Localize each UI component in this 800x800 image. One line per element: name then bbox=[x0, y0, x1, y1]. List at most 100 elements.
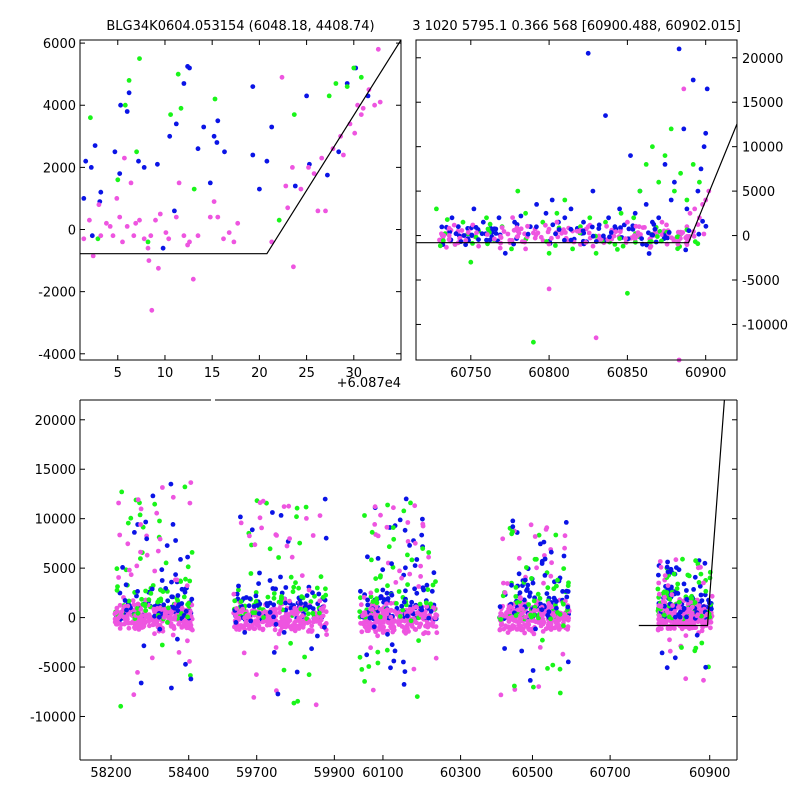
magenta-point bbox=[520, 606, 525, 612]
blue-point bbox=[476, 237, 481, 243]
blue-point bbox=[672, 179, 677, 185]
magenta-point bbox=[675, 229, 681, 235]
blue-point bbox=[222, 149, 227, 155]
magenta-point bbox=[291, 264, 296, 270]
green-point bbox=[185, 614, 191, 620]
blue-point bbox=[234, 591, 240, 597]
magenta-point bbox=[138, 549, 143, 555]
blue-point bbox=[134, 593, 139, 599]
x-tick-label: 60900 bbox=[685, 366, 726, 381]
magenta-point bbox=[381, 627, 386, 633]
blue-point bbox=[256, 581, 261, 586]
green-point bbox=[293, 580, 298, 586]
magenta-point bbox=[412, 503, 418, 509]
blue-point bbox=[267, 578, 273, 583]
magenta-point bbox=[236, 617, 242, 622]
green-point bbox=[374, 600, 380, 606]
magenta-point bbox=[115, 616, 121, 621]
green-point bbox=[667, 596, 673, 602]
blue-point bbox=[195, 146, 201, 152]
green-point bbox=[181, 594, 187, 600]
green-point bbox=[232, 598, 238, 604]
green-point bbox=[145, 239, 151, 245]
green-point bbox=[143, 608, 149, 613]
blue-point bbox=[264, 601, 270, 606]
magenta-point bbox=[692, 206, 698, 212]
magenta-point bbox=[117, 214, 123, 220]
blue-point bbox=[336, 149, 342, 155]
magenta-point bbox=[708, 619, 714, 625]
data-points bbox=[434, 46, 712, 363]
blue-point bbox=[257, 186, 262, 192]
blue-point bbox=[385, 596, 391, 601]
green-point bbox=[684, 197, 690, 203]
blue-point bbox=[403, 588, 408, 594]
magenta-point bbox=[470, 222, 476, 228]
magenta-point bbox=[117, 626, 123, 631]
blue-point bbox=[143, 519, 149, 525]
magenta-point bbox=[117, 532, 123, 538]
magenta-point bbox=[421, 631, 426, 637]
green-point bbox=[593, 250, 599, 256]
magenta-point bbox=[403, 630, 409, 636]
blue-point bbox=[322, 624, 327, 630]
blue-point bbox=[388, 665, 393, 671]
model-line bbox=[416, 122, 737, 244]
magenta-point bbox=[463, 237, 469, 243]
magenta-point bbox=[391, 505, 396, 511]
magenta-point bbox=[534, 565, 539, 571]
magenta-point bbox=[190, 276, 196, 282]
blue-point bbox=[169, 579, 174, 585]
magenta-point bbox=[502, 590, 508, 595]
magenta-point bbox=[242, 622, 248, 628]
magenta-point bbox=[474, 230, 479, 236]
magenta-point bbox=[368, 590, 374, 596]
green-point bbox=[425, 587, 431, 592]
blue-point bbox=[254, 603, 260, 608]
magenta-point bbox=[238, 520, 244, 526]
y-tick-label: 4000 bbox=[43, 99, 76, 114]
magenta-point bbox=[660, 599, 666, 604]
magenta-point bbox=[292, 605, 298, 611]
magenta-point bbox=[254, 622, 260, 628]
green-point bbox=[137, 512, 143, 518]
blue-point bbox=[542, 556, 548, 562]
magenta-point bbox=[375, 46, 381, 52]
green-point bbox=[666, 614, 672, 620]
magenta-point bbox=[683, 676, 689, 682]
blue-point bbox=[256, 611, 262, 616]
y-tick-label: 15000 bbox=[35, 463, 76, 478]
green-point bbox=[374, 588, 380, 593]
blue-point bbox=[533, 626, 538, 632]
magenta-point bbox=[451, 222, 457, 228]
magenta-point bbox=[548, 573, 554, 579]
green-point bbox=[88, 115, 93, 121]
magenta-point bbox=[313, 616, 319, 621]
green-point bbox=[160, 589, 166, 594]
magenta-point bbox=[390, 619, 396, 624]
magenta-point bbox=[397, 617, 403, 623]
magenta-point bbox=[107, 224, 113, 229]
magenta-point bbox=[187, 239, 192, 245]
blue-point bbox=[322, 496, 328, 502]
y-tick-label: -10000 bbox=[30, 710, 76, 725]
green-point bbox=[671, 571, 677, 577]
magenta-point bbox=[446, 237, 452, 242]
magenta-point bbox=[499, 225, 505, 231]
blue-point bbox=[238, 514, 243, 520]
blue-point bbox=[273, 621, 279, 627]
blue-point bbox=[278, 513, 284, 518]
blue-point bbox=[122, 598, 128, 603]
magenta-point bbox=[132, 626, 138, 631]
magenta-point bbox=[502, 613, 508, 619]
magenta-point bbox=[372, 102, 377, 108]
green-point bbox=[288, 640, 293, 646]
blue-point bbox=[510, 518, 516, 524]
blue-point bbox=[590, 233, 596, 239]
blue-point bbox=[424, 582, 430, 588]
magenta-point bbox=[272, 627, 278, 633]
green-point bbox=[692, 239, 698, 245]
magenta-point bbox=[144, 552, 150, 558]
green-point bbox=[299, 594, 304, 600]
blue-point bbox=[455, 224, 461, 230]
